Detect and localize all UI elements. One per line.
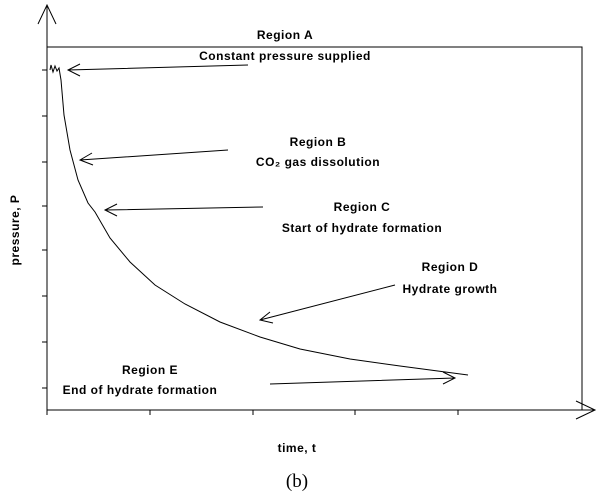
x-axis-arrow (575, 400, 597, 420)
y-axis-arrow (37, 3, 57, 25)
region-name: Region D (422, 260, 479, 274)
region-description: Hydrate growth (402, 282, 497, 296)
x-axis-label: time, t (278, 441, 317, 455)
x-ticks (46, 410, 459, 415)
region-description: CO₂ gas dissolution (256, 155, 380, 169)
arrow-b (78, 149, 229, 166)
region-name: Region B (290, 135, 347, 149)
region-name: Region A (257, 28, 313, 42)
region-description: Start of hydrate formation (282, 221, 442, 235)
arrow-c (103, 203, 264, 217)
arrow-e (269, 371, 457, 385)
caption: (b) (286, 471, 308, 492)
arrow-d (258, 284, 396, 324)
region-description: End of hydrate formation (63, 383, 218, 397)
arrow-a (66, 63, 249, 77)
region-name: Region C (334, 200, 391, 214)
pressure-curve (49, 64, 469, 376)
y-ticks (42, 69, 47, 389)
region-description: Constant pressure supplied (199, 49, 371, 63)
y-axis-label: pressure, P (8, 195, 22, 266)
region-name: Region E (122, 363, 178, 377)
